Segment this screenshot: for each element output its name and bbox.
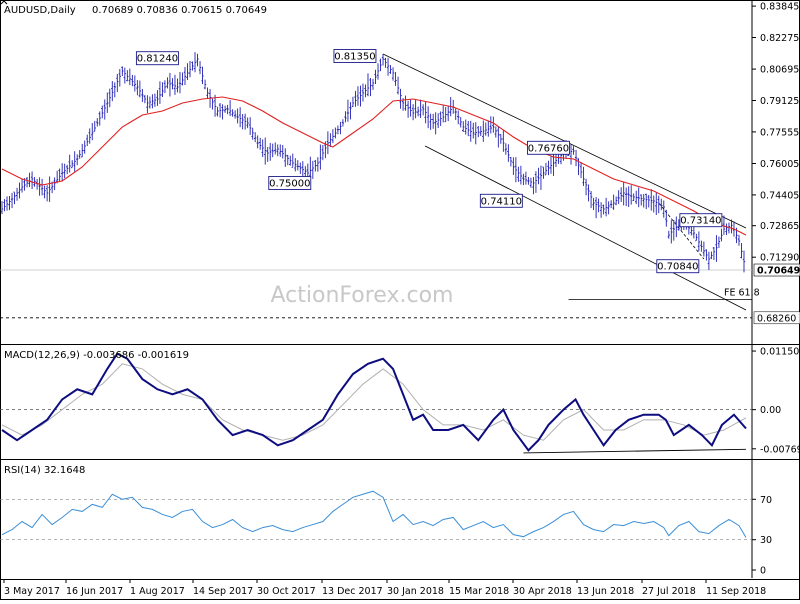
x-axis-tick-label: 3 May 2017 [4, 586, 60, 597]
macd-line [1, 352, 747, 452]
channel-lower-line [424, 145, 747, 311]
macd-y-tick-label: 0.011508 [760, 347, 800, 358]
price-annotation-box [656, 259, 700, 274]
macd-title: MACD(12,26,9) -0.003686 -0.001619 [4, 350, 189, 361]
price-annotation-label: 0.75000 [269, 179, 310, 190]
price-annotation-label: 0.74110 [481, 196, 522, 207]
header-ohlc: 0.70689 0.70836 0.70615 0.70649 [92, 5, 267, 16]
macd-y-tick-label: -0.007694 [760, 444, 800, 455]
price-y-tick-label: 0.74405 [760, 190, 799, 201]
price-y-tick-label: 0.76005 [760, 159, 799, 170]
x-axis-tick-label: 13 Jun 2018 [577, 586, 634, 597]
price-annotation-box [135, 51, 179, 66]
price-y-tick-label: 0.71290 [760, 253, 799, 264]
rsi-line [1, 490, 747, 538]
price-y-tick-label: 0.83845 [760, 2, 799, 13]
price-annotation-box [479, 193, 523, 208]
macd-signal-line [1, 363, 747, 441]
rsi-y-tick-label: 0 [760, 566, 766, 577]
x-axis-tick-label: 14 Sep 2017 [193, 586, 253, 597]
rsi-title: RSI(14) 32.1648 [4, 465, 85, 476]
current-price-box [753, 263, 800, 277]
rsi-y-tick-label: 70 [760, 495, 772, 506]
price-annotation-label: 0.76760 [528, 143, 569, 154]
price-annotation-label: 0.73140 [680, 216, 721, 227]
price-y-tick-label: 0.72865 [760, 221, 799, 232]
price-y-tick-label: 0.77555 [760, 127, 799, 138]
price-annotation-box [527, 140, 570, 155]
macd-y-tick-label: 0.00 [760, 405, 781, 416]
fe618-label: FE 61.8 [724, 287, 760, 298]
watermark: ActionForex.com [271, 283, 454, 308]
price-annotation-box [333, 49, 377, 63]
x-axis-tick-label: 30 Oct 2017 [257, 586, 316, 597]
x-axis-tick-label: 30 Jan 2018 [387, 586, 444, 597]
x-axis-tick-label: 1 Aug 2017 [130, 586, 185, 597]
current-price-label: 0.70649 [757, 266, 800, 277]
macd-trendline [523, 448, 747, 454]
support-level-label: 0.68260 [757, 313, 796, 324]
x-axis-tick-label: 27 Jul 2018 [642, 586, 696, 597]
price-y-tick-label: 0.80695 [760, 65, 799, 76]
price-y-tick-label: 0.79125 [760, 96, 799, 107]
price-annotation-box [268, 176, 312, 190]
x-axis-tick-label: 16 Jun 2017 [66, 586, 123, 597]
x-axis-tick-label: 11 Sep 2018 [706, 586, 766, 597]
x-axis-tick-label: 30 Apr 2018 [513, 586, 572, 597]
price-annotation-label: 0.81350 [334, 52, 375, 63]
price-y-tick-label: 0.82275 [760, 33, 799, 44]
price-annotation-label: 0.81240 [137, 54, 178, 65]
moving-average-line [1, 96, 747, 236]
x-axis-tick-label: 15 Mar 2018 [449, 586, 509, 597]
price-annotation-label: 0.70840 [657, 262, 698, 273]
x-axis-tick-label: 13 Dec 2017 [322, 586, 383, 597]
rsi-y-tick-label: 30 [760, 535, 772, 546]
header-symbol: AUDUSD,Daily [4, 5, 76, 16]
header-arrow-icon [0, 0, 8, 5]
price-annotation-box [679, 213, 723, 228]
support-level-label-box [753, 311, 800, 325]
